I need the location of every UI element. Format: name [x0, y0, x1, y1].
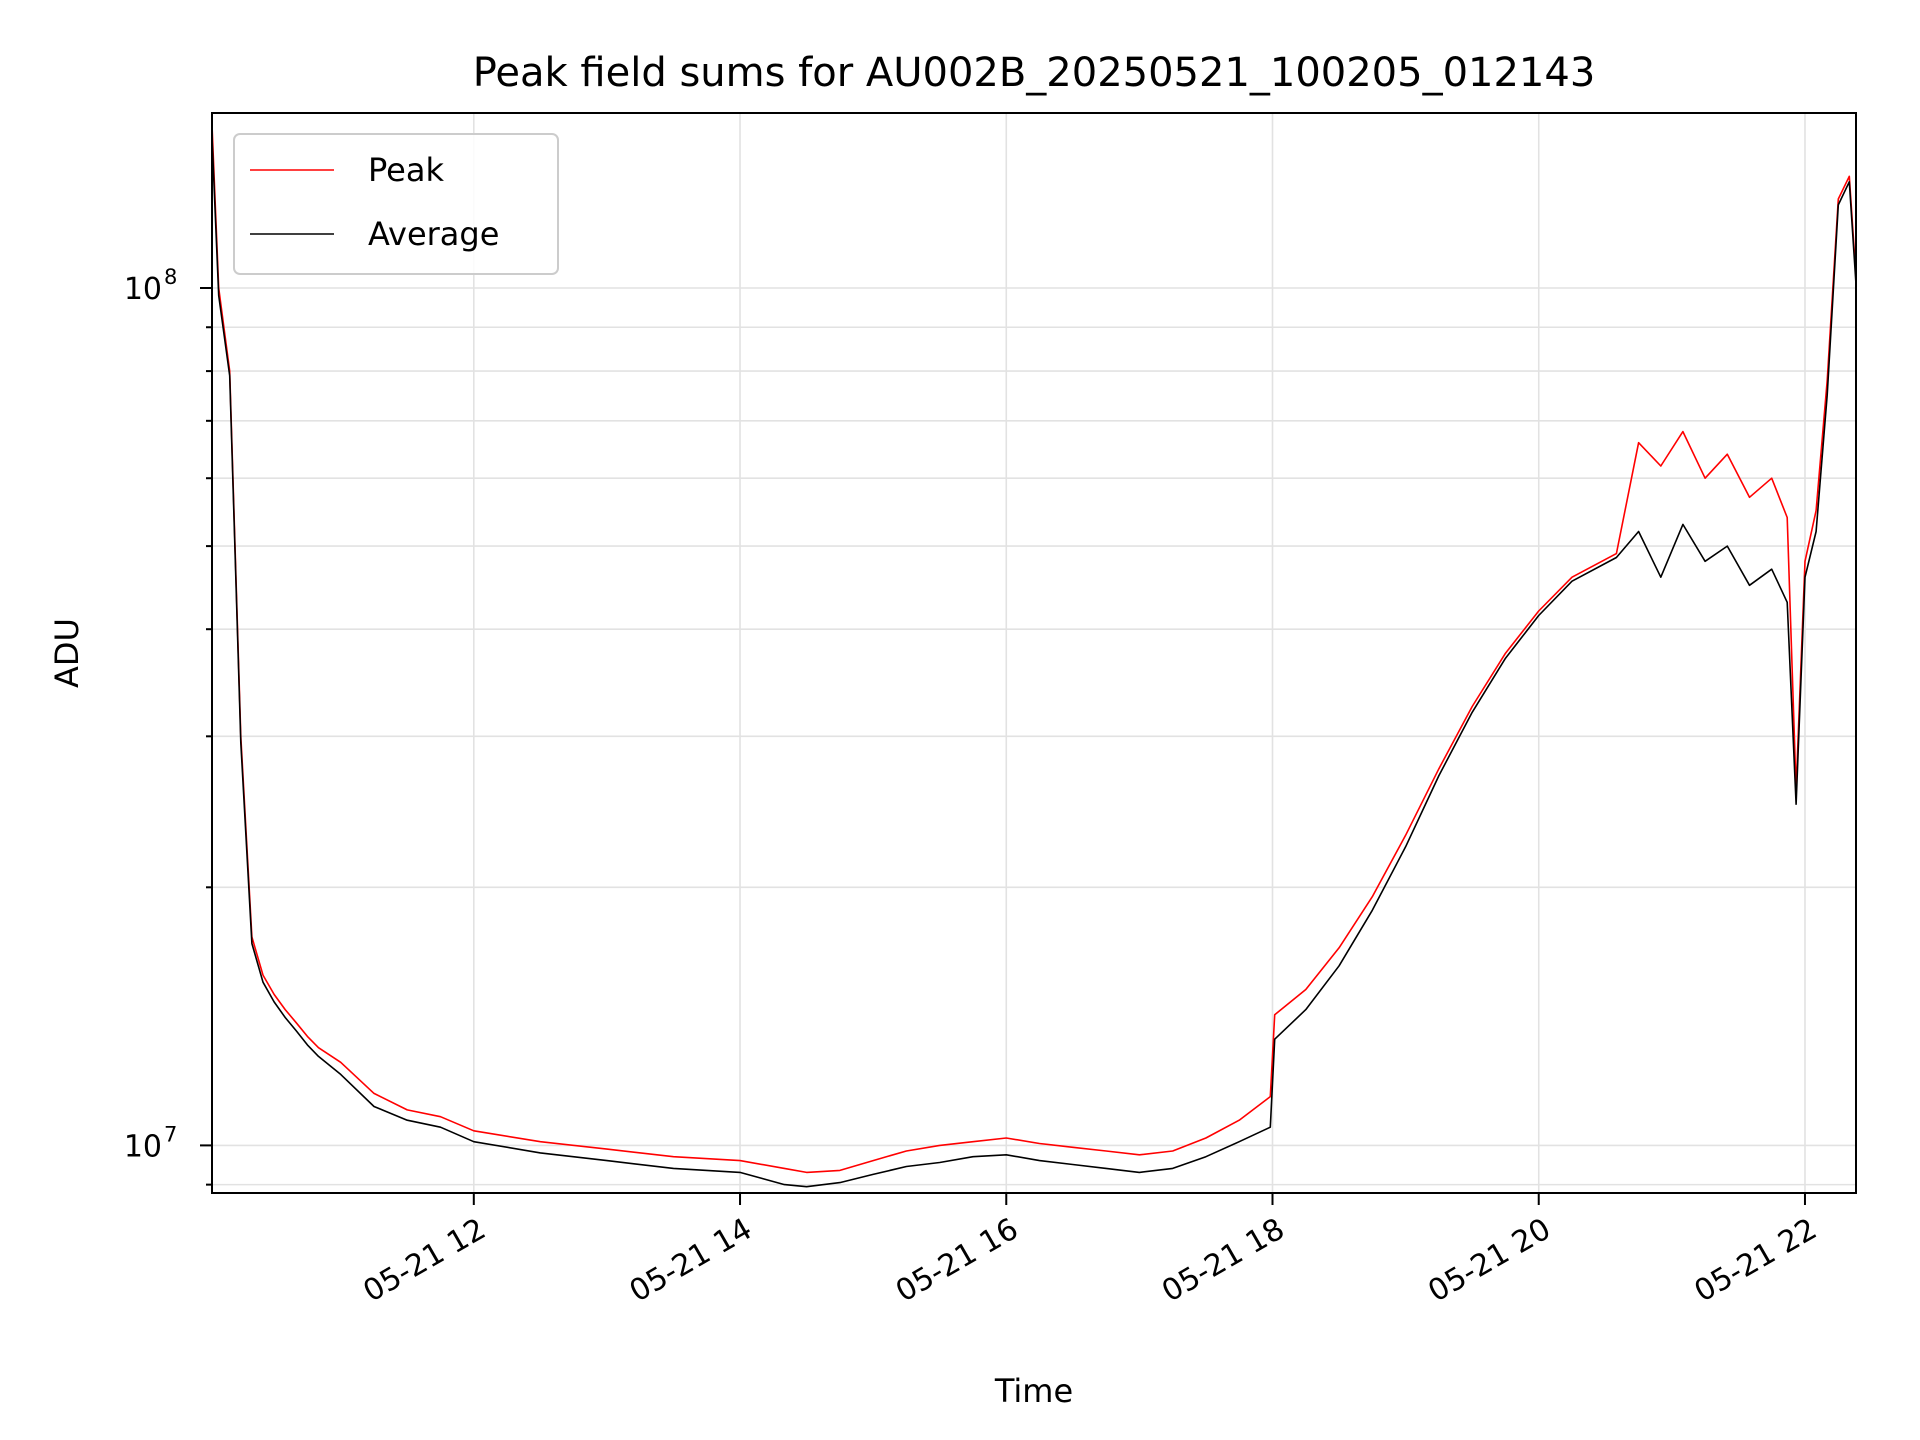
x-axis-label: Time — [994, 1372, 1073, 1410]
legend-box — [233, 133, 559, 275]
x-tick-label: 05-21 20 — [1422, 1212, 1556, 1310]
y-axis-label: ADU — [48, 618, 86, 688]
series-layer — [211, 124, 1857, 1188]
x-tick-label: 05-21 18 — [1156, 1212, 1290, 1310]
plot-frame — [211, 112, 1857, 1194]
chart-title: Peak field sums for AU002B_20250521_1002… — [473, 50, 1596, 96]
y-tick-label-exponent: 7 — [164, 1122, 177, 1146]
x-tick-label: 05-21 14 — [624, 1212, 758, 1310]
x-axis-ticks: 05-21 12 05-21 14 05-21 16 05-21 18 05-21 20… — [357, 1193, 1823, 1310]
grid-layer — [212, 113, 1856, 1193]
y-tick-label: 10 — [124, 272, 162, 307]
legend: Peak Average — [233, 133, 559, 275]
x-tick-label: 05-21 12 — [357, 1212, 491, 1310]
y-tick-label-exponent: 8 — [164, 265, 177, 289]
x-tick-label: 05-21 22 — [1689, 1212, 1823, 1310]
x-tick-label: 05-21 16 — [890, 1212, 1024, 1310]
series-line-average — [211, 136, 1857, 1188]
legend-label-peak: Peak — [368, 151, 444, 189]
series-line-peak — [211, 124, 1857, 1174]
y-tick-label: 10 — [124, 1129, 162, 1164]
legend-label-average: Average — [368, 215, 499, 253]
